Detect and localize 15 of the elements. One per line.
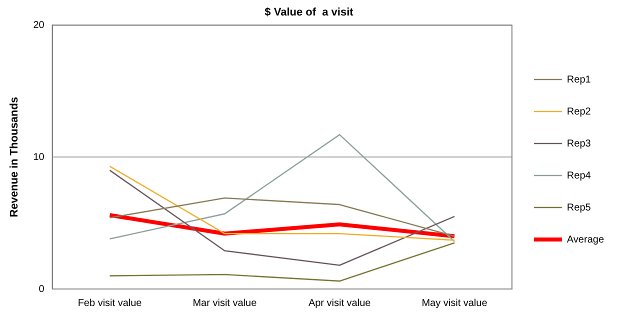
x-tick-label: Mar visit value [192, 298, 258, 309]
legend-label: Rep4 [566, 170, 592, 182]
y-tick-label: 0 [38, 284, 45, 295]
x-tick-label: Feb visit value [78, 298, 142, 309]
y-axis-title: Revenue in Thousands [8, 96, 21, 218]
y-tick-label: 10 [33, 152, 45, 163]
legend-label: Rep1 [566, 74, 592, 86]
legend-label: Average [566, 234, 604, 246]
x-tick-label: Apr visit value [308, 298, 372, 309]
legend-label: Rep2 [566, 106, 592, 118]
y-tick-label: 20 [33, 20, 45, 31]
chart-title: $ Value of a visit [264, 6, 354, 19]
legend-label: Rep5 [566, 202, 592, 214]
x-tick-label: May visit value [422, 298, 488, 309]
legend-label: Rep3 [566, 138, 592, 150]
